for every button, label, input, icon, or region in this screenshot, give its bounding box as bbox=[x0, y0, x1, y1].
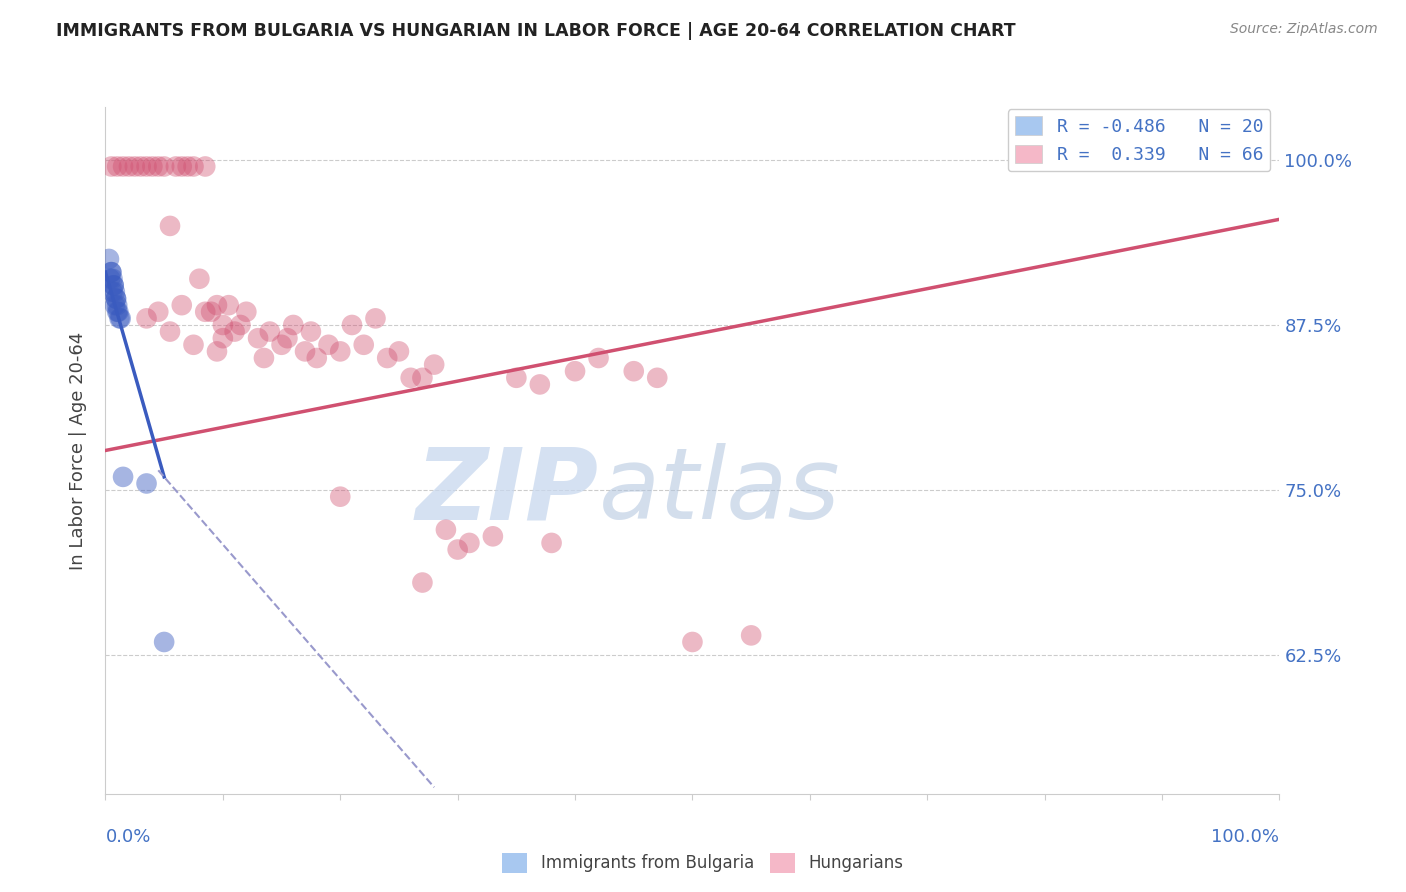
Point bbox=[105, 292, 128, 306]
Point bbox=[135, 160, 157, 174]
Point bbox=[108, 311, 131, 326]
Point bbox=[112, 470, 135, 484]
Point bbox=[104, 298, 127, 312]
Point bbox=[564, 364, 586, 378]
Point bbox=[107, 305, 129, 319]
Point bbox=[98, 271, 121, 285]
Point bbox=[623, 364, 645, 378]
Point bbox=[447, 542, 470, 557]
Point bbox=[118, 160, 141, 174]
Point bbox=[98, 252, 121, 266]
Text: IMMIGRANTS FROM BULGARIA VS HUNGARIAN IN LABOR FORCE | AGE 20-64 CORRELATION CHA: IMMIGRANTS FROM BULGARIA VS HUNGARIAN IN… bbox=[56, 22, 1017, 40]
Point bbox=[165, 160, 187, 174]
Point bbox=[588, 351, 610, 365]
Point bbox=[399, 371, 422, 385]
Point bbox=[283, 318, 305, 332]
Point bbox=[375, 351, 398, 365]
Point bbox=[205, 298, 228, 312]
Point bbox=[529, 377, 551, 392]
Point bbox=[200, 305, 222, 319]
Point bbox=[353, 338, 375, 352]
Point bbox=[153, 635, 176, 649]
Point bbox=[540, 536, 562, 550]
Point bbox=[224, 325, 246, 339]
Point bbox=[340, 318, 363, 332]
Point bbox=[110, 311, 132, 326]
Point bbox=[247, 331, 270, 345]
Point bbox=[103, 278, 125, 293]
Point bbox=[253, 351, 276, 365]
Text: ZIP: ZIP bbox=[416, 443, 599, 541]
Point bbox=[205, 344, 228, 359]
Point bbox=[129, 160, 152, 174]
Point bbox=[100, 160, 122, 174]
Point bbox=[148, 305, 170, 319]
Point bbox=[270, 338, 292, 352]
Point bbox=[318, 338, 340, 352]
Point bbox=[740, 628, 762, 642]
Point bbox=[135, 311, 157, 326]
Point bbox=[170, 298, 193, 312]
Text: Source: ZipAtlas.com: Source: ZipAtlas.com bbox=[1230, 22, 1378, 37]
Point bbox=[329, 344, 352, 359]
Point bbox=[124, 160, 146, 174]
Point bbox=[100, 265, 122, 279]
Point bbox=[218, 298, 240, 312]
Point bbox=[194, 305, 217, 319]
Point bbox=[135, 476, 157, 491]
Point bbox=[183, 160, 205, 174]
Point bbox=[294, 344, 316, 359]
Point bbox=[364, 311, 387, 326]
Point bbox=[105, 292, 128, 306]
Point bbox=[423, 358, 446, 372]
Point bbox=[112, 160, 135, 174]
Point bbox=[183, 338, 205, 352]
Point bbox=[411, 575, 433, 590]
Point bbox=[176, 160, 198, 174]
Point bbox=[153, 160, 176, 174]
Y-axis label: In Labor Force | Age 20-64: In Labor Force | Age 20-64 bbox=[69, 331, 87, 570]
Point bbox=[411, 371, 433, 385]
Point bbox=[105, 305, 128, 319]
Point bbox=[482, 529, 505, 543]
Text: 0.0%: 0.0% bbox=[105, 828, 150, 847]
Text: 100.0%: 100.0% bbox=[1212, 828, 1279, 847]
Point bbox=[194, 160, 217, 174]
Point bbox=[276, 331, 298, 345]
Legend: Immigrants from Bulgaria, Hungarians: Immigrants from Bulgaria, Hungarians bbox=[495, 847, 911, 880]
Point bbox=[211, 318, 233, 332]
Point bbox=[681, 635, 703, 649]
Point bbox=[141, 160, 163, 174]
Point bbox=[103, 278, 125, 293]
Point bbox=[170, 160, 193, 174]
Point bbox=[458, 536, 481, 550]
Point bbox=[259, 325, 281, 339]
Point bbox=[159, 219, 181, 233]
Legend: R = -0.486   N = 20, R =  0.339   N = 66: R = -0.486 N = 20, R = 0.339 N = 66 bbox=[1008, 109, 1271, 171]
Point bbox=[434, 523, 457, 537]
Point bbox=[229, 318, 252, 332]
Point bbox=[305, 351, 328, 365]
Point bbox=[159, 325, 181, 339]
Point bbox=[299, 325, 322, 339]
Point bbox=[104, 285, 127, 299]
Point bbox=[329, 490, 352, 504]
Point bbox=[388, 344, 411, 359]
Point bbox=[148, 160, 170, 174]
Text: atlas: atlas bbox=[599, 443, 841, 541]
Point bbox=[188, 271, 211, 285]
Point bbox=[105, 298, 128, 312]
Point bbox=[645, 371, 668, 385]
Point bbox=[211, 331, 233, 345]
Point bbox=[100, 265, 122, 279]
Point bbox=[235, 305, 257, 319]
Point bbox=[105, 160, 128, 174]
Point bbox=[101, 285, 124, 299]
Point bbox=[505, 371, 527, 385]
Point bbox=[101, 271, 124, 285]
